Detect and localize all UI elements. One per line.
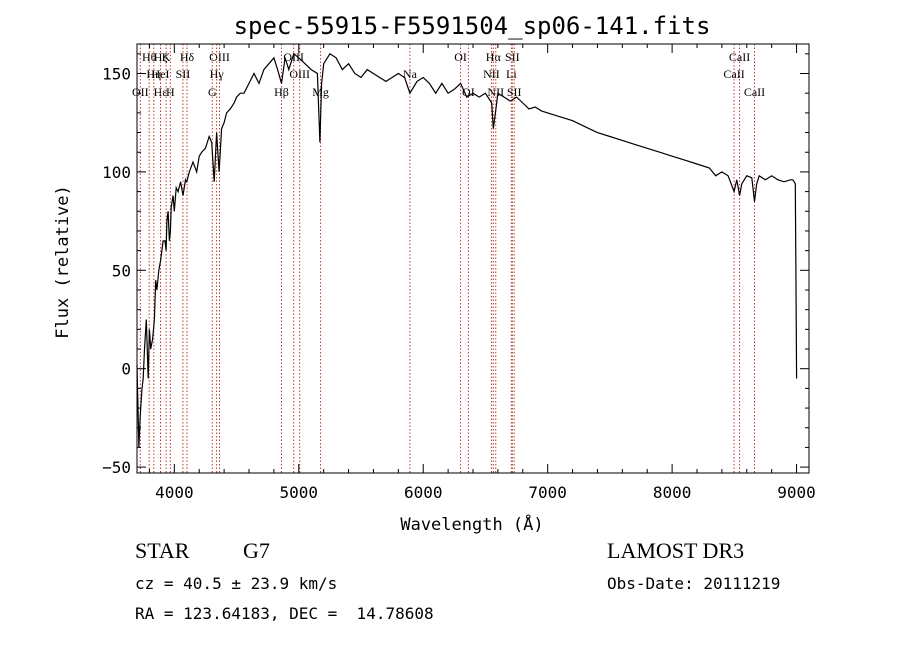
y-tick-label: 100 xyxy=(102,163,131,182)
line-marker-label: CaII xyxy=(729,50,750,64)
redshift-value: cz = 40.5 ± 23.9 km/s xyxy=(135,574,338,593)
survey-name: LAMOST DR3 xyxy=(607,538,745,563)
line-marker-label: OIII xyxy=(283,50,304,64)
line-marker-label: CaII xyxy=(723,67,744,81)
line-marker-label: Hθ xyxy=(142,50,157,64)
y-tick-label: −50 xyxy=(102,458,131,477)
line-marker-label: Li xyxy=(506,67,517,81)
series-group xyxy=(136,52,798,448)
x-axis-label: Wavelength (Å) xyxy=(400,513,543,535)
x-tick-label: 8000 xyxy=(653,483,692,502)
line-marker-label: Hα xyxy=(486,50,502,64)
line-marker-label: CaII xyxy=(744,85,765,99)
plot-frame xyxy=(136,43,810,474)
y-tick-label: 150 xyxy=(102,65,131,84)
x-tick-label: 7000 xyxy=(528,483,567,502)
y-tick-label: 50 xyxy=(112,261,131,280)
line-marker-label: H xyxy=(166,85,175,99)
axes: 4000 5000 6000 7000 8000 9000 −50 0 50 100 150 xyxy=(102,43,816,502)
line-marker-label: Hη xyxy=(146,67,161,81)
x-tick-label: 4000 xyxy=(155,483,194,502)
line-marker-label: OII xyxy=(132,85,149,99)
line-marker-label: OIII xyxy=(209,50,230,64)
coordinates: RA = 123.64183, DEC = 14.78608 xyxy=(135,604,434,623)
y-tick-label: 0 xyxy=(121,360,131,379)
x-tick-label: 6000 xyxy=(404,483,443,502)
x-tick-label: 5000 xyxy=(280,483,319,502)
x-tick-label: 9000 xyxy=(777,483,816,502)
line-marker-label: OIII xyxy=(289,67,310,81)
line-marker-label: Hβ xyxy=(274,85,289,99)
line-marker-label: OI xyxy=(462,85,475,99)
observation-date: Obs-Date: 20111219 xyxy=(607,574,781,593)
line-marker-label: G xyxy=(208,85,217,99)
line-marker-label: SII xyxy=(176,67,191,81)
line-marker-label: OI xyxy=(454,50,467,64)
line-marker-label: NII xyxy=(487,85,504,99)
object-class: STAR xyxy=(135,538,190,563)
line-marker-label: Hδ xyxy=(180,50,195,64)
line-marker-label: Na xyxy=(403,67,418,81)
line-marker-label: K xyxy=(162,50,171,64)
line-marker-label: NII xyxy=(483,67,500,81)
line-marker-label: Mg xyxy=(312,85,329,99)
line-marker-label: HeI xyxy=(152,67,170,81)
line-marker-label: Hε xyxy=(154,85,168,99)
object-subclass: G7 xyxy=(243,538,270,563)
y-axis-label: Flux (relative) xyxy=(53,185,73,339)
line-marker-label: SII xyxy=(507,85,522,99)
line-marker-label: Hζ xyxy=(154,50,168,64)
flux-line xyxy=(136,52,798,448)
chart-title: spec-55915-F5591504_sp06-141.fits xyxy=(234,12,711,40)
line-marker-label: Hγ xyxy=(210,67,225,81)
line-marker-label: SII xyxy=(505,50,520,64)
